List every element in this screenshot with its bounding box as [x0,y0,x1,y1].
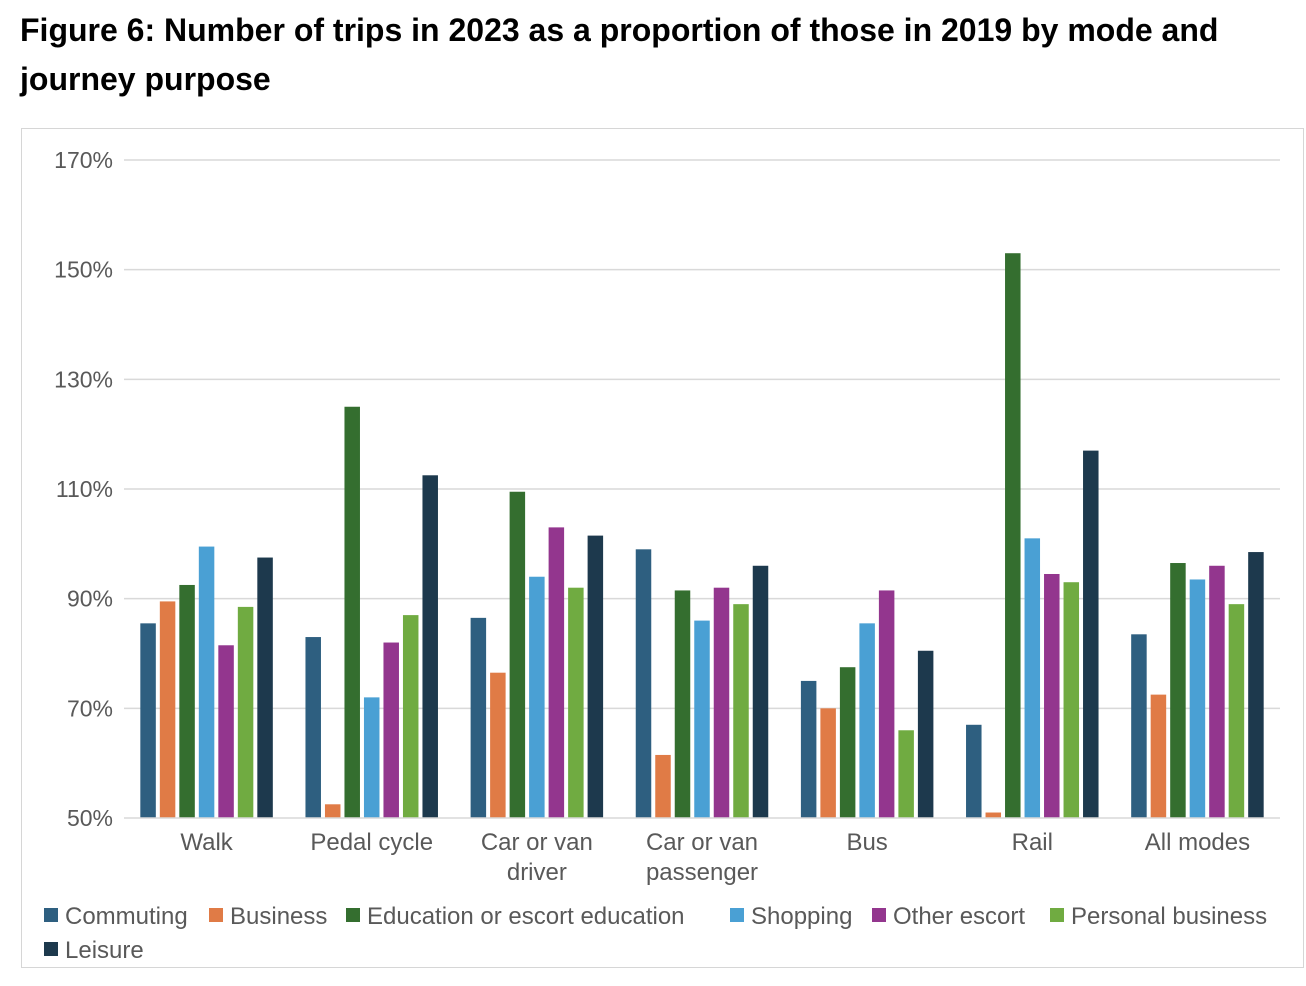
legend-swatch [44,908,58,922]
bar-personal-business-car-or-van-passenger: Personal business – Car or van passenger… [733,604,749,818]
bar-other-escort-car-or-van-driver: Other escort – Car or van driver: 103% [548,527,565,818]
legend-swatch [209,908,223,922]
bar-commuting-all-modes: Commuting – All modes: 83.5% [1131,634,1147,818]
bar-education-or-escort-education-car-or-van-driver: Education or escort education – Car or v… [509,491,526,818]
bar-education-or-escort-education-all-modes: Education or escort education – All mode… [1170,563,1186,818]
bar-education-or-escort-education-car-or-van-passenger: Education or escort education – Car or v… [674,590,691,818]
bar-business-walk: Business – Walk: 89.5% [159,601,176,818]
y-tick-label: 70% [67,695,113,721]
bar-commuting-bus: Commuting – Bus: 75% [800,680,817,818]
y-tick-label: 50% [67,805,113,831]
bars: Commuting – Walk: 85.5%Business – Walk: … [140,253,1264,818]
legend-swatch [730,908,744,922]
bar-education-or-escort-education-walk: Education or escort education – Walk: 92… [179,584,195,818]
bar-business-car-or-van-passenger: Business – Car or van passenger: 61.5% [655,754,671,818]
bar-commuting-car-or-van-driver: Commuting – Car or van driver: 86.5% [470,617,487,818]
bar-leisure-pedal-cycle: Leisure – Pedal cycle: 112.5% [422,475,438,818]
bar-commuting-walk: Commuting – Walk: 85.5% [140,623,156,818]
bar-shopping-bus: Shopping – Bus: 85.5% [859,623,875,818]
x-category-label: Car or van passenger [646,829,758,886]
legend-swatch [1050,908,1064,922]
bar-business-bus: Business – Bus: 70% [820,708,836,818]
bar-shopping-pedal-cycle: Shopping – Pedal cycle: 72% [363,697,380,818]
legend-item-commuting: Commuting [44,903,188,930]
bar-business-pedal-cycle: Business – Pedal cycle: 52.5% [324,804,341,818]
bar-other-escort-pedal-cycle: Other escort – Pedal cycle: 82% [383,642,399,818]
y-tick-label: 130% [54,366,113,392]
x-category-label: Bus [846,829,887,856]
x-category-label: Rail [1012,829,1053,856]
legend-label: Education or escort education [367,903,685,930]
x-axis-categories: Walk Pedal cycle Car or van driver Car or va… [180,829,1250,886]
x-category-label: All modes [1145,829,1250,856]
bar-education-or-escort-education-rail: Education or escort education – Rail: 15… [1005,253,1021,818]
legend-label: Other escort [893,903,1025,930]
bar-leisure-rail: Leisure – Rail: 117% [1083,450,1099,818]
bar-other-escort-all-modes: Other escort – All modes: 96% [1209,565,1225,818]
legend-item-personal-business: Personal business [1050,903,1267,930]
bar-leisure-bus: Leisure – Bus: 80.5% [917,650,934,818]
bar-leisure-all-modes: Leisure – All modes: 98.5% [1248,552,1264,818]
legend-item-business: Business [209,903,327,930]
bar-shopping-all-modes: Shopping – All modes: 93.5% [1189,579,1206,818]
legend-label: Leisure [65,937,144,964]
chart-area-frame [21,128,1304,968]
bar-other-escort-bus: Other escort – Bus: 91.5% [878,590,895,818]
bar-business-rail: Business – Rail: 51% [985,812,1002,818]
legend-label: Shopping [751,903,852,930]
bar-personal-business-bus: Personal business – Bus: 66% [898,730,914,818]
x-category-label: Car or van driver [481,829,593,886]
bar-personal-business-walk: Personal business – Walk: 88.5% [237,606,254,818]
legend-label: Business [230,903,327,930]
bar-commuting-rail: Commuting – Rail: 67% [966,724,982,818]
y-axis-ticks: 50% 70% 90% 110% 130% 150% 170% [54,147,113,831]
x-category-label: Pedal cycle [310,829,433,856]
bar-other-escort-walk: Other escort – Walk: 81.5% [218,645,234,818]
bar-personal-business-all-modes: Personal business – All modes: 89% [1228,604,1245,818]
bar-leisure-walk: Leisure – Walk: 97.5% [257,557,273,818]
legend-swatch [872,908,886,922]
bar-other-escort-rail: Other escort – Rail: 94.5% [1044,573,1060,818]
legend-label: Personal business [1071,903,1267,930]
legend: Commuting Business Education or escort edu… [44,903,1267,964]
bar-personal-business-pedal-cycle: Personal business – Pedal cycle: 87% [402,615,419,818]
bar-shopping-rail: Shopping – Rail: 101% [1024,538,1041,818]
bar-shopping-car-or-van-passenger: Shopping – Car or van passenger: 86% [694,620,710,818]
bar-education-or-escort-education-bus: Education or escort education – Bus: 77.… [839,667,856,818]
bar-personal-business-rail: Personal business – Rail: 93% [1063,582,1080,818]
bar-commuting-pedal-cycle: Commuting – Pedal cycle: 83% [305,637,321,818]
legend-item-leisure: Leisure [44,937,144,964]
legend-item-other-escort: Other escort [872,903,1025,930]
bar-business-car-or-van-driver: Business – Car or van driver: 76.5% [490,672,506,818]
chart-title: Figure 6: Number of trips in 2023 as a p… [20,12,1219,97]
legend-item-education-or-escort-education: Education or escort education [346,903,685,930]
y-tick-label: 110% [56,476,113,502]
legend-item-shopping: Shopping [730,903,852,930]
bar-personal-business-car-or-van-driver: Personal business – Car or van driver: 9… [568,587,584,818]
bar-shopping-car-or-van-driver: Shopping – Car or van driver: 94% [529,576,545,818]
bar-other-escort-car-or-van-passenger: Other escort – Car or van passenger: 92% [713,587,730,818]
bar-education-or-escort-education-pedal-cycle: Education or escort education – Pedal cy… [344,406,360,818]
bar-leisure-car-or-van-driver: Leisure – Car or van driver: 101.5% [587,535,604,818]
bar-leisure-car-or-van-passenger: Leisure – Car or van passenger: 96% [752,565,769,818]
bar-shopping-walk: Shopping – Walk: 99.5% [198,546,215,818]
legend-swatch [44,942,58,956]
bar-business-all-modes: Business – All modes: 72.5% [1150,694,1167,818]
y-tick-label: 170% [54,147,113,173]
y-tick-label: 150% [54,257,113,283]
x-category-label: Walk [180,829,233,856]
y-tick-label: 90% [67,586,113,612]
legend-label: Commuting [65,903,188,930]
bar-commuting-car-or-van-passenger: Commuting – Car or van passenger: 99% [635,549,652,818]
legend-swatch [346,908,360,922]
